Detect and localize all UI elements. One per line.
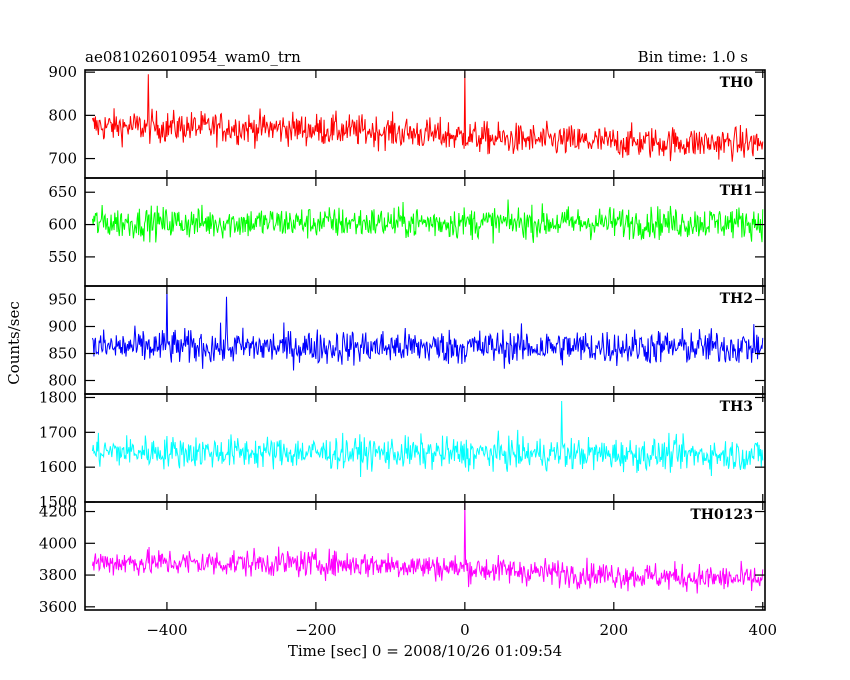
y-tick-label: 850 [48,345,77,363]
x-axis: −400 −200 0 200 400 [146,621,777,639]
y-tick-label: 3600 [39,598,77,616]
panel-label: TH0 [720,75,754,91]
series-line-th2 [91,286,764,371]
panel-th0: 700 800 900 TH0 [48,63,766,179]
panel-th3: 1500 1600 1700 1800 TH3 [39,388,766,511]
y-tick-label: 800 [48,372,77,390]
x-tick-label: 0 [460,621,470,639]
y-tick-label: 550 [48,248,77,266]
panel-label: TH0123 [690,507,753,523]
y-tick-label: 800 [48,106,77,124]
x-axis-label: Time [sec] 0 = 2008/10/26 01:09:54 [288,642,562,660]
y-tick-label: 4200 [39,503,77,521]
y-tick-label: 650 [48,183,77,201]
y-tick-label: 4000 [39,534,77,552]
series-line-th0123 [91,502,764,594]
y-tick-label: 3800 [39,566,77,584]
x-tick-label: 400 [748,621,777,639]
panels-group: 700 800 900 TH0 550 600 650 TH1 800 850 900 950 TH2 1… [39,63,777,639]
series-line-th0 [91,72,764,162]
y-tick-label: 1800 [39,388,77,406]
y-tick-label: 1500 [39,493,77,511]
panel-th1: 550 600 650 TH1 [48,177,766,287]
x-tick-label: −200 [295,621,336,639]
panel-frame [84,393,766,503]
series-line-th1 [91,199,764,244]
series-line-th3 [91,400,764,477]
panel-th2: 800 850 900 950 TH2 [48,285,766,395]
chart-title: ae081026010954_wam0_trn [85,48,301,66]
y-tick-label: 1600 [39,458,77,476]
y-axis-label: Counts/sec [5,301,23,385]
y-tick-label: 950 [48,291,77,309]
panel-label: TH1 [720,183,753,199]
y-tick-label: 600 [48,216,77,234]
x-tick-label: −400 [146,621,187,639]
bin-time-label: Bin time: 1.0 s [638,48,748,66]
y-tick-label: 1700 [39,423,77,441]
y-tick-label: 900 [48,63,77,81]
panel-th0123: 3600 3800 4000 4200 TH0123 [39,501,766,616]
panel-label: TH3 [720,399,753,415]
y-tick-label: 700 [48,150,77,168]
panel-label: TH2 [720,291,753,307]
y-tick-label: 900 [48,318,77,336]
panel-frame [84,501,766,611]
x-tick-label: 200 [599,621,628,639]
